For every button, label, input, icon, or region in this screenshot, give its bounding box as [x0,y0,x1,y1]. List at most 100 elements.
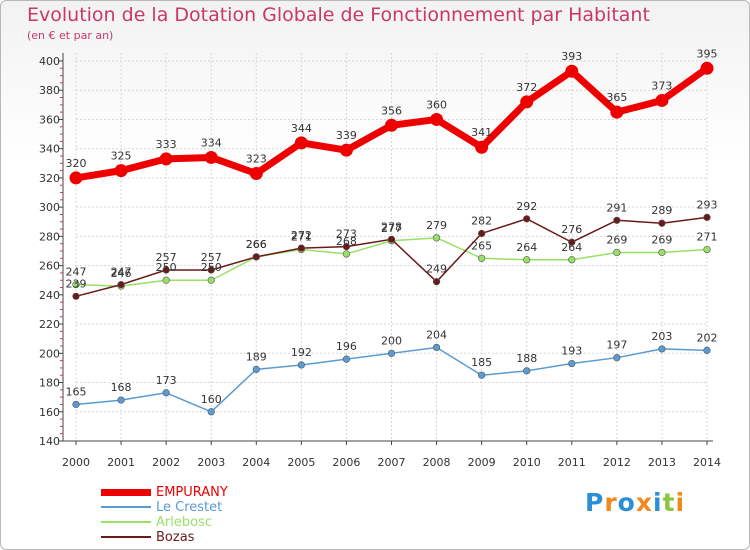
data-point [568,359,576,368]
data-label: 202 [697,331,718,344]
data-label: 200 [381,334,402,347]
data-label: 160 [201,393,222,406]
data-label: 165 [66,385,87,398]
data-label: 277 [381,222,402,235]
data-point [568,256,576,264]
data-point [72,292,80,300]
data-point [703,213,711,221]
data-point [207,408,215,416]
x-tick-label: 2005 [287,456,315,469]
y-tick-label: 160 [39,406,60,419]
data-label: 395 [697,47,718,60]
legend-swatch [101,506,151,508]
data-point [523,256,531,264]
data-point [432,234,441,242]
data-label: 279 [426,219,447,232]
data-label: 204 [426,328,447,341]
data-point [69,171,83,185]
data-label: 272 [291,229,312,242]
data-label: 197 [606,339,627,352]
data-label: 333 [156,138,177,151]
data-label: 334 [201,136,222,149]
x-tick-label: 2011 [558,456,586,469]
data-label: 339 [336,129,357,142]
x-tick-label: 2007 [378,456,406,469]
y-tick-label: 260 [39,260,60,273]
data-point [342,250,351,258]
data-point [339,143,353,157]
data-label: 192 [291,346,312,359]
data-point [342,243,351,251]
x-tick-label: 2006 [332,456,360,469]
data-label: 282 [471,214,492,227]
x-tick-label: 2013 [648,456,676,469]
y-tick-label: 180 [39,377,60,390]
data-label: 247 [111,266,132,279]
legend-label: Arlebosc [156,515,212,530]
legend-swatch [101,521,151,523]
data-point [162,266,170,274]
legend-swatch [101,536,151,538]
y-tick-label: 240 [39,289,60,302]
data-point [117,396,125,404]
data-point [387,349,396,357]
logo-letter: i [653,488,663,517]
data-label: 188 [516,352,537,365]
logo-letter: t [662,488,676,517]
y-tick-label: 140 [39,435,60,448]
x-tick-label: 2001 [107,456,135,469]
logo-letter: r [604,488,618,517]
data-label: 264 [516,241,537,254]
x-tick-label: 2009 [468,456,496,469]
data-label: 193 [561,345,582,358]
data-point [523,215,531,223]
data-label: 373 [651,79,672,92]
chart-title: Evolution de la Dotation Globale de Fonc… [27,4,650,26]
logo-letter: P [585,488,605,517]
data-point [204,150,218,164]
data-label: 320 [66,157,87,170]
data-point [297,361,305,369]
data-label: 257 [156,251,177,264]
data-point [432,343,441,352]
data-point [72,281,80,289]
logo-letter: o [617,488,636,517]
logo-letter: i [675,488,686,517]
legend-item: EMPURANY [101,485,361,500]
y-tick-label: 360 [39,113,60,126]
y-tick-label: 220 [39,318,60,331]
data-label: 203 [651,330,672,343]
data-label: 257 [201,251,222,264]
x-tick-label: 2014 [693,456,721,469]
data-label: 278 [381,220,402,233]
data-point [703,245,711,254]
data-point [72,400,80,409]
data-point [249,167,263,181]
data-point [655,93,669,107]
data-point [342,355,351,363]
data-point [252,365,260,373]
y-tick-label: 340 [39,143,60,156]
data-label: 372 [516,81,537,94]
data-point [162,276,170,284]
logo-letter: x [635,488,653,517]
data-label: 393 [561,50,582,63]
data-label: 341 [471,126,492,139]
legend-label: Bozas [156,530,195,545]
x-tick-label: 2002 [152,456,180,469]
data-point [432,278,441,286]
x-tick-label: 2008 [423,456,451,469]
data-label: 247 [66,266,87,279]
data-label: 325 [111,150,132,163]
grid-lines [75,53,708,442]
data-point [252,253,260,261]
data-point [207,276,215,284]
data-point [297,244,305,252]
data-label: 323 [246,153,267,166]
data-point [613,354,621,362]
legend-label: Le Crestet [156,500,223,515]
data-label: 276 [561,223,582,236]
data-label: 189 [246,350,267,363]
y-tick-label: 300 [39,201,60,214]
data-point [658,248,666,257]
